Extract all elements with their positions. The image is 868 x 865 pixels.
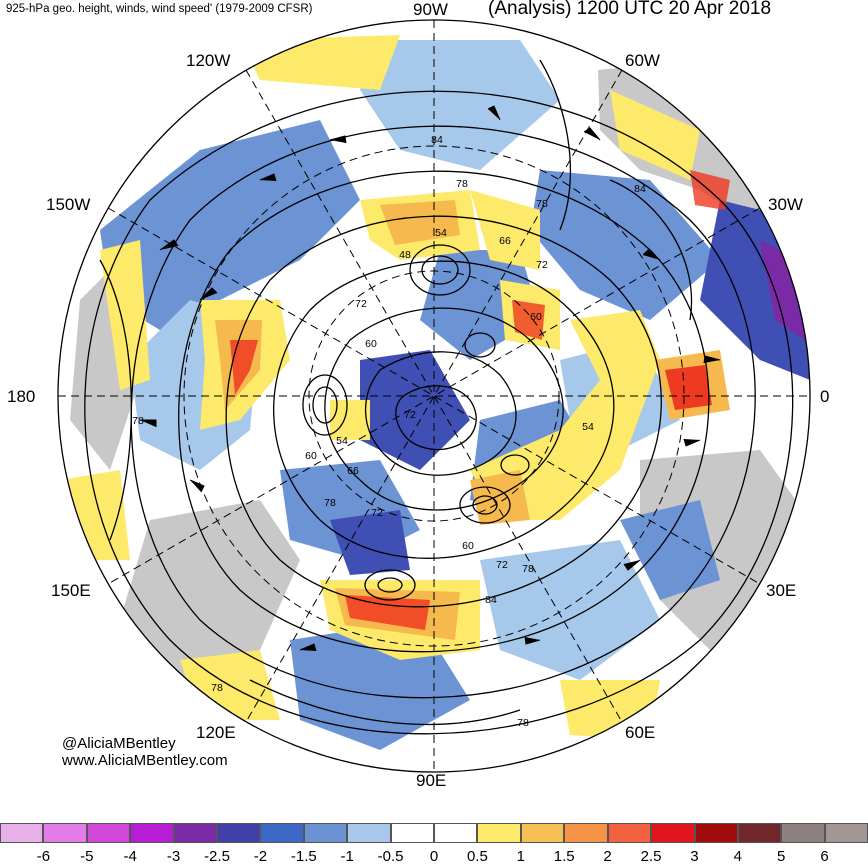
colorbar-cell [651,823,695,843]
lon-label-120e: 120E [196,723,236,742]
lon-label-90e: 90E [416,771,447,790]
colorbar-cell [781,823,825,843]
lon-label-30e: 30E [766,581,797,600]
colorbar-cell [303,823,348,843]
contour-label: 78 [456,178,468,190]
colorbar-cell [86,823,131,843]
colorbar-label: -0.5 [377,848,404,865]
colorbar-label: 4 [733,848,742,865]
contour-labels: 84 78 78 66 72 54 48 72 60 60 84 78 72 5… [132,134,646,729]
lon-label-60w: 60W [625,51,660,70]
credit-site: www.AliciaMBentley.com [62,752,228,769]
colorbar-label: 0.5 [466,848,488,865]
colorbar [0,823,868,843]
lon-label-90w: 90W [413,0,448,19]
lon-label-150w: 150W [46,195,91,214]
colorbar-cell [260,823,304,843]
colorbar-label: -3 [166,848,181,865]
contour-label: 66 [347,465,359,477]
contour-label: 66 [499,235,511,247]
contour-label: 54 [336,435,348,447]
contour-label: 78 [517,717,529,729]
colorbar-labels: -6 -5 -4 -3 -2.5 -2 -1.5 -1 -0.5 0 0.5 1 1.5 2 2.5 3 4 5 6 [0,848,868,865]
contour-label: 78 [211,682,223,694]
contour-label: 60 [530,311,542,323]
colorbar-cell [390,823,435,843]
map-boundary [57,19,811,773]
contour-label: 84 [634,183,646,195]
colorbar-cell [607,823,652,843]
colorbar-cell [130,823,174,843]
contour-label: 78 [536,198,548,210]
contour-label: 48 [399,249,411,261]
colorbar-cell [520,823,565,843]
colorbar-label: -2.5 [204,848,230,865]
height-contours [84,59,794,735]
colorbar-cell [434,823,478,843]
contour-label: 54 [582,421,594,433]
colorbar-cell [347,823,391,843]
lon-label-30w: 30W [768,195,803,214]
contour-label: 72 [496,559,508,571]
credit-handle: @AliciaMBentley [62,735,176,752]
contour-label: 60 [365,338,377,350]
lon-label-180: 180 [7,387,36,406]
colorbar-label: -1 [340,848,354,865]
colorbar-label: 1.5 [553,848,575,865]
colorbar-cell [737,823,782,843]
contour-label: 78 [522,563,534,575]
polar-map: 84 78 78 66 72 54 48 72 60 60 84 78 72 5… [57,19,811,773]
contour-label: 72 [404,409,416,421]
colorbar-cell [824,823,868,843]
contour-label: 84 [485,594,497,606]
colorbar-label: 5 [777,848,786,865]
colorbar-label: -5 [80,848,94,865]
contour-label: 78 [132,415,144,427]
colorbar-cell [477,823,521,843]
contour-label: 60 [305,450,317,462]
contour-label: 84 [431,134,443,146]
colorbar-label: 6 [820,848,829,865]
wind-barbs [140,105,721,652]
contour-label: 54 [435,227,447,239]
colorbar-label: -2 [253,848,268,865]
lon-label-120w: 120W [186,51,231,70]
colorbar-cell [43,823,87,843]
contour-label: 72 [355,298,367,310]
colorbar-cell [173,823,218,843]
colorbar-label: -6 [36,848,51,865]
colorbar-label: 2 [603,848,612,865]
contour-label: 60 [462,540,474,552]
colorbar-label: 1 [516,848,525,865]
colorbar-label: 2.5 [640,848,662,865]
contour-label: 72 [536,259,548,271]
lon-label-60e: 60E [625,723,656,742]
positive-anomaly-shading [60,35,730,740]
contour-label: 72 [371,507,383,519]
graticule [58,20,810,772]
colorbar-label: -4 [123,848,137,865]
colorbar-label: 0 [429,848,439,865]
colorbar-cell [564,823,608,843]
colorbar-cell [217,823,261,843]
lon-label-150e: 150E [51,581,91,600]
colorbar-label: -1.5 [290,848,317,865]
credit: @AliciaMBentley www.AliciaMBentley.com [62,735,228,769]
map-title: (Analysis) 1200 UTC 20 Apr 2018 [488,0,772,19]
contour-label: 78 [324,497,336,509]
colorbar-cell [0,823,44,843]
map-subtitle: 925-hPa geo. height, winds, wind speed' … [6,3,313,15]
lon-label-0: 0 [820,387,830,406]
colorbar-label: 3 [690,848,699,865]
colorbar-cell [694,823,738,843]
